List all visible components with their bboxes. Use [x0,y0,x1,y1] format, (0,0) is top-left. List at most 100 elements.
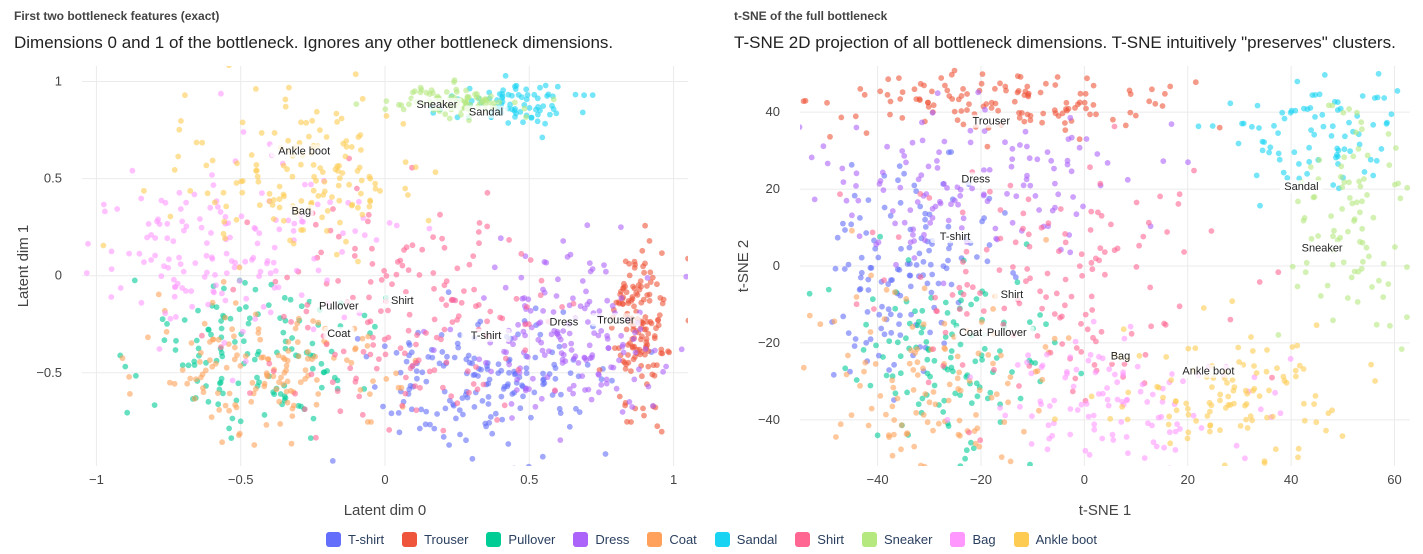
left-point-shirt[interactable] [448,393,455,400]
legend-item-shirt[interactable]: Shirt [795,532,844,547]
right-point-t-shirt[interactable] [922,216,928,223]
right-point-shirt[interactable] [1078,251,1085,258]
left-point-shirt[interactable] [367,351,374,358]
right-point-sandal[interactable] [1359,93,1366,99]
right-point-ankle-boot[interactable] [1165,421,1172,428]
right-point-shirt[interactable] [1088,208,1095,215]
right-point-shirt[interactable] [917,274,924,280]
right-point-coat[interactable] [976,387,983,394]
right-point-coat[interactable] [974,425,981,432]
left-point-t-shirt[interactable] [436,360,443,367]
right-point-shirt[interactable] [1039,305,1045,312]
right-point-trouser[interactable] [1084,75,1090,82]
right-point-dress[interactable] [1049,207,1056,214]
left-point-dress[interactable] [579,373,586,379]
right-point-trouser[interactable] [979,71,986,77]
left-point-trouser[interactable] [639,373,645,380]
left-point-shirt[interactable] [360,348,367,355]
right-point-pullover[interactable] [914,322,921,329]
right-point-ankle-boot[interactable] [1266,387,1272,394]
left-point-shirt[interactable] [431,316,438,323]
right-point-trouser[interactable] [911,86,918,93]
right-point-dress[interactable] [1064,161,1071,168]
right-point-ankle-boot[interactable] [1261,460,1268,466]
right-point-pullover[interactable] [931,382,938,389]
left-point-dress[interactable] [598,381,605,388]
right-point-shirt[interactable] [1101,249,1108,256]
right-point-sandal[interactable] [1257,202,1263,209]
left-point-sandal[interactable] [520,119,526,126]
left-point-pullover[interactable] [122,363,129,370]
right-point-t-shirt[interactable] [840,313,847,320]
left-point-dress[interactable] [522,332,528,339]
left-point-trouser[interactable] [616,393,623,400]
right-point-shirt[interactable] [1088,293,1095,300]
left-point-trouser[interactable] [647,269,654,276]
left-point-bag[interactable] [152,252,159,259]
right-point-sandal[interactable] [1342,133,1348,140]
right-point-bag[interactable] [967,374,973,381]
left-point-dress[interactable] [604,297,611,304]
right-point-shirt[interactable] [869,229,876,236]
left-point-t-shirt[interactable] [528,414,534,421]
left-point-shirt[interactable] [351,253,358,259]
right-point-sneaker[interactable] [1353,129,1359,136]
right-point-t-shirt[interactable] [897,199,904,206]
left-point-ankle-boot[interactable] [336,197,343,204]
right-point-sneaker[interactable] [1364,152,1371,159]
right-point-dress[interactable] [879,169,886,176]
right-point-trouser[interactable] [1082,90,1089,97]
right-point-coat[interactable] [998,352,1004,359]
right-point-pullover[interactable] [892,390,899,397]
right-point-shirt[interactable] [1001,305,1008,312]
right-point-t-shirt[interactable] [929,271,936,278]
right-point-dress[interactable] [982,106,988,113]
right-point-t-shirt[interactable] [922,210,929,217]
right-point-dress[interactable] [981,167,987,174]
right-point-t-shirt[interactable] [943,265,950,272]
right-point-sandal[interactable] [1254,102,1261,109]
left-point-shirt[interactable] [364,319,371,326]
right-point-bag[interactable] [1161,444,1167,451]
left-point-bag[interactable] [158,273,165,280]
left-point-shirt[interactable] [389,281,395,288]
left-point-ankle-boot[interactable] [339,170,346,176]
left-point-t-shirt[interactable] [523,365,530,371]
left-point-pullover[interactable] [280,329,287,336]
right-point-shirt[interactable] [1102,271,1108,278]
left-point-shirt[interactable] [281,313,287,320]
right-point-shirt[interactable] [1020,210,1027,217]
right-point-pullover[interactable] [1014,279,1021,286]
right-point-pullover[interactable] [894,339,901,346]
left-point-shirt[interactable] [454,400,461,407]
left-point-t-shirt[interactable] [537,331,544,338]
right-point-pullover[interactable] [979,356,985,363]
left-point-bag[interactable] [172,284,179,290]
left-point-trouser[interactable] [659,350,666,357]
left-point-trouser[interactable] [685,317,692,324]
right-point-ankle-boot[interactable] [1292,367,1299,374]
left-point-ankle-boot[interactable] [311,173,317,180]
right-point-t-shirt[interactable] [928,289,935,296]
left-point-coat[interactable] [383,376,390,382]
right-point-ankle-boot[interactable] [1312,393,1319,399]
left-point-t-shirt[interactable] [456,407,463,413]
left-point-sneaker[interactable] [521,105,528,112]
right-point-shirt[interactable] [1097,245,1104,252]
right-point-ankle-boot[interactable] [1107,415,1114,422]
left-point-pullover[interactable] [191,358,198,365]
left-point-pullover[interactable] [318,360,325,367]
left-point-coat[interactable] [222,314,229,321]
right-point-shirt[interactable] [837,191,843,198]
left-point-ankle-boot[interactable] [306,133,312,140]
left-point-t-shirt[interactable] [540,370,546,377]
left-point-sneaker[interactable] [443,89,450,95]
right-point-ankle-boot[interactable] [1160,394,1166,401]
left-point-sneaker[interactable] [472,91,478,98]
right-point-bag[interactable] [1105,402,1112,409]
left-point-bag[interactable] [356,198,362,205]
left-point-bag[interactable] [129,167,136,174]
left-point-pullover[interactable] [179,362,186,369]
left-point-ankle-boot[interactable] [234,160,240,167]
left-point-t-shirt[interactable] [482,420,489,427]
